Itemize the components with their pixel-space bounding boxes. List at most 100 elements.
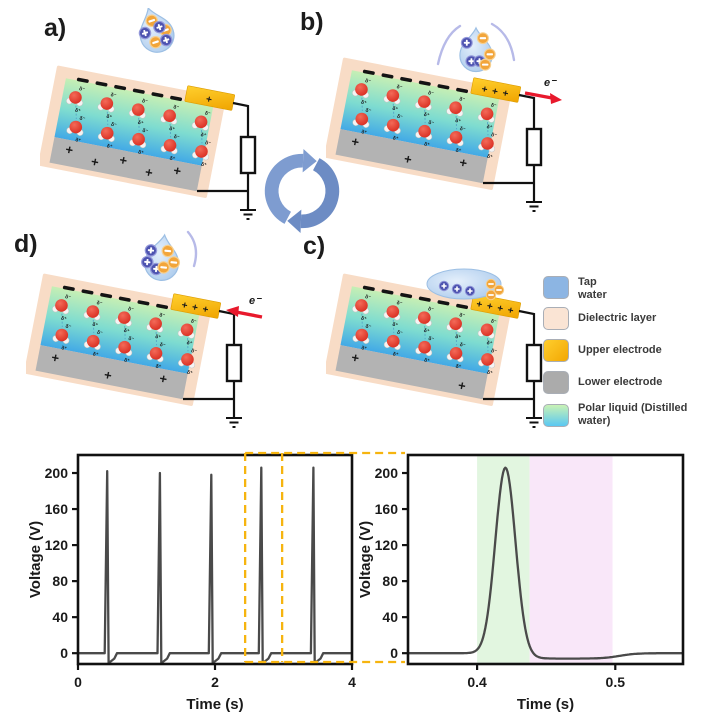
upper-electrode-charge-label: + + + <box>481 84 511 100</box>
y-axis-label: Voltage (V) <box>27 521 44 598</box>
schematic-panel-d: δ⁻δ⁺δ⁻δ⁺δ⁻δ⁺δ⁻δ⁺δ⁻δ⁺δ⁻δ⁺δ⁻δ⁺δ⁻δ⁺δ⁻δ⁺δ⁻δ⁺… <box>26 230 263 428</box>
svg-text:+: + <box>403 151 414 167</box>
svg-text:δ⁻: δ⁻ <box>396 330 403 337</box>
panel-label-d: d) <box>14 230 38 258</box>
svg-text:δ⁺: δ⁺ <box>75 137 82 144</box>
lower-electrode <box>35 345 188 400</box>
external-circuit <box>483 309 543 428</box>
positive-ion-icon <box>451 283 463 295</box>
water-molecule-icon <box>55 328 69 342</box>
x-tick-label: 0.5 <box>606 674 626 690</box>
x-tick-label: 2 <box>211 674 219 690</box>
water-molecule-icon <box>355 83 368 96</box>
svg-text:δ⁺: δ⁺ <box>186 340 193 347</box>
water-molecule-icon <box>86 305 100 318</box>
upper-electrode-swatch <box>543 339 569 362</box>
svg-text:e⁻: e⁻ <box>544 77 557 89</box>
svg-text:δ⁺: δ⁺ <box>360 100 367 107</box>
svg-text:δ⁻: δ⁻ <box>110 122 117 129</box>
single-pulse-zoom-chart: 0 40 80 120 160 200 0.4 0.5 Time (s) Voltage (V) <box>357 453 685 713</box>
legend-item-polar-liquid: Polar liquid (Distilled water) <box>543 402 720 428</box>
splash-arc-icon <box>436 22 516 66</box>
water-molecule-icon <box>480 107 494 121</box>
svg-text:δ⁻: δ⁻ <box>491 132 498 139</box>
svg-text:δ⁺: δ⁺ <box>455 148 462 155</box>
voltage-trace <box>407 466 683 660</box>
upper-electrode-charge-label: + + + <box>181 300 211 316</box>
svg-text:δ⁺: δ⁺ <box>186 370 193 377</box>
y-tick-label: 120 <box>375 537 399 553</box>
surface-negative-charges <box>62 285 169 310</box>
water-molecules: δ⁻δ⁺δ⁻δ⁺δ⁻δ⁺δ⁻δ⁺δ⁻δ⁺δ⁻δ⁺δ⁻δ⁺δ⁻δ⁺δ⁻δ⁺δ⁻δ⁺ <box>352 78 498 161</box>
svg-text:δ⁻: δ⁻ <box>459 312 466 319</box>
x-axis-label: Time (s) <box>186 696 243 713</box>
svg-text:δ⁺: δ⁺ <box>392 106 399 113</box>
y-tick-label: 80 <box>382 573 398 589</box>
y-tick-label: 160 <box>45 501 69 517</box>
y-tick-label: 200 <box>375 465 399 481</box>
lower-electrode-swatch <box>543 371 569 394</box>
water-molecule-icon <box>100 97 114 110</box>
tap-water-swatch <box>543 276 569 299</box>
svg-text:δ⁻: δ⁻ <box>141 98 148 105</box>
resistor-icon <box>525 343 543 383</box>
water-molecule-icon <box>69 91 82 104</box>
legend-item-lower-electrode: Lower electrode <box>543 371 662 394</box>
negative-ion-icon <box>167 256 181 269</box>
voltage-charts: 0 40 80 120 160 200 0 2 4 Time (s) Voltage (V) 0 40 8… <box>27 451 685 713</box>
resistor-icon <box>225 343 243 383</box>
svg-text:δ⁻: δ⁻ <box>428 120 435 127</box>
legend-label-polar-liquid: Polar liquid (Distilled water) <box>578 402 688 427</box>
svg-text:δ⁻: δ⁻ <box>459 96 466 103</box>
svg-text:δ⁺: δ⁺ <box>486 124 493 131</box>
svg-text:+: + <box>64 142 75 158</box>
electron-flow-arrow: e⁻ <box>524 77 562 104</box>
electron-flow-arrow: e⁻ <box>226 295 263 319</box>
water-molecule-icon <box>417 311 431 324</box>
panel-label-c: c) <box>303 232 326 260</box>
water-molecule-icon <box>386 334 400 348</box>
x-axis-label: Time (s) <box>517 696 574 713</box>
panel-label-b: b) <box>300 8 324 36</box>
water-molecule-icon <box>449 101 462 115</box>
svg-text:δ⁻: δ⁻ <box>79 116 86 123</box>
svg-text:δ⁻: δ⁻ <box>396 114 403 121</box>
svg-text:δ⁺: δ⁺ <box>361 345 368 352</box>
y-tick-label: 0 <box>60 645 68 661</box>
external-circuit <box>197 101 257 220</box>
water-molecule-icon <box>194 115 208 129</box>
svg-text:δ⁺: δ⁺ <box>486 340 493 347</box>
svg-text:δ⁻: δ⁻ <box>365 78 372 85</box>
y-tick-label: 0 <box>390 645 398 661</box>
svg-text:δ⁺: δ⁺ <box>123 328 130 335</box>
svg-text:δ⁺: δ⁺ <box>92 351 99 358</box>
svg-text:δ⁺: δ⁺ <box>486 154 493 161</box>
legend-label-lower-electrode: Lower electrode <box>578 376 663 388</box>
y-tick-label: 80 <box>52 573 68 589</box>
lower-electrode-positive-charges: ++ <box>350 350 467 394</box>
svg-text:δ⁻: δ⁻ <box>142 128 149 135</box>
svg-text:δ⁻: δ⁻ <box>110 92 117 99</box>
surface-negative-charges <box>362 69 469 94</box>
svg-text:δ⁺: δ⁺ <box>169 156 176 163</box>
splash-arc-icon <box>186 230 198 268</box>
svg-text:δ⁺: δ⁺ <box>74 108 81 115</box>
svg-text:δ⁻: δ⁻ <box>428 336 435 343</box>
water-droplet <box>138 8 175 53</box>
svg-text:δ⁻: δ⁻ <box>491 348 498 355</box>
water-molecule-icon <box>449 317 462 331</box>
negative-ion-icon <box>161 244 175 258</box>
water-molecule-icon <box>131 103 145 116</box>
negative-recovery-band <box>529 456 613 663</box>
water-molecule-icon <box>386 118 400 132</box>
svg-text:δ⁻: δ⁻ <box>159 312 166 319</box>
svg-text:δ⁻: δ⁻ <box>427 306 434 313</box>
svg-text:δ⁺: δ⁺ <box>106 143 113 150</box>
ground-icon <box>240 209 256 220</box>
water-molecules: δ⁻δ⁺δ⁻δ⁺δ⁻δ⁺δ⁻δ⁺δ⁻δ⁺δ⁻δ⁺δ⁻δ⁺δ⁻δ⁺δ⁻δ⁺δ⁻δ⁺ <box>66 86 212 169</box>
water-droplet <box>426 268 505 301</box>
water-molecules: δ⁻δ⁺δ⁻δ⁺δ⁻δ⁺δ⁻δ⁺δ⁻δ⁺δ⁻δ⁺δ⁻δ⁺δ⁻δ⁺δ⁻δ⁺δ⁻δ⁺ <box>52 294 198 377</box>
legend-label-tap-water: Tap water <box>578 276 607 301</box>
legend-item-dielectric: Dielectric layer <box>543 307 656 330</box>
